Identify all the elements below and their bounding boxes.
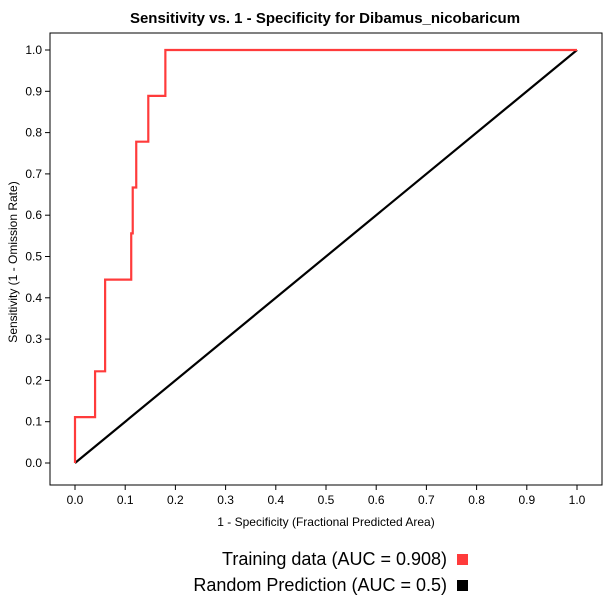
x-tick-label: 0.1 [117, 493, 134, 507]
x-axis-ticks: 0.0 0.1 0.2 0.3 0.4 0.5 0.6 0.7 0.8 0.9 1.0 [67, 485, 586, 507]
y-tick-label: 0.6 [25, 208, 42, 222]
y-tick-label: 0.1 [25, 415, 42, 429]
x-axis-label: 1 - Specificity (Fractional Predicted Ar… [217, 515, 434, 529]
chart-title: Sensitivity vs. 1 - Specificity for Diba… [130, 10, 520, 27]
y-tick-label: 0.3 [25, 332, 42, 346]
training-data-line [73, 48, 577, 463]
y-axis-label: Sensitivity (1 - Omission Rate) [6, 181, 20, 342]
x-tick-label: 0.3 [217, 493, 234, 507]
y-tick-label: 0.9 [25, 84, 42, 98]
x-tick-label: 0.5 [318, 493, 335, 507]
y-tick-label: 0.5 [25, 250, 42, 264]
x-tick-label: 0.8 [468, 493, 485, 507]
x-tick-label: 0.4 [267, 493, 284, 507]
y-tick-label: 0.7 [25, 167, 42, 181]
legend-swatch [457, 554, 468, 565]
series-layer [73, 48, 578, 464]
x-tick-label: 0.2 [167, 493, 184, 507]
x-tick-label: 0.6 [368, 493, 385, 507]
plot-frame [49, 32, 603, 486]
y-tick-label: 1.0 [25, 43, 42, 57]
legend: Training data (AUC = 0.908) Random Predic… [193, 549, 468, 595]
legend-item-training: Training data (AUC = 0.908) [222, 549, 468, 569]
legend-label: Random Prediction (AUC = 0.5) [193, 575, 447, 595]
random-prediction-line [74, 49, 578, 464]
legend-swatch [457, 580, 468, 591]
y-tick-label: 0.4 [25, 291, 42, 305]
x-tick-label: 0.9 [518, 493, 535, 507]
x-tick-label: 0.0 [67, 493, 84, 507]
y-tick-label: 0.0 [25, 456, 42, 470]
legend-item-random: Random Prediction (AUC = 0.5) [193, 575, 468, 595]
y-tick-label: 0.2 [25, 373, 42, 387]
y-tick-label: 0.8 [25, 126, 42, 140]
y-axis-ticks: 0.0 0.1 0.2 0.3 0.4 0.5 0.6 0.7 0.8 0.9 1.0 [25, 43, 50, 470]
legend-label: Training data (AUC = 0.908) [222, 549, 447, 569]
x-tick-label: 1.0 [569, 493, 586, 507]
x-tick-label: 0.7 [418, 493, 435, 507]
